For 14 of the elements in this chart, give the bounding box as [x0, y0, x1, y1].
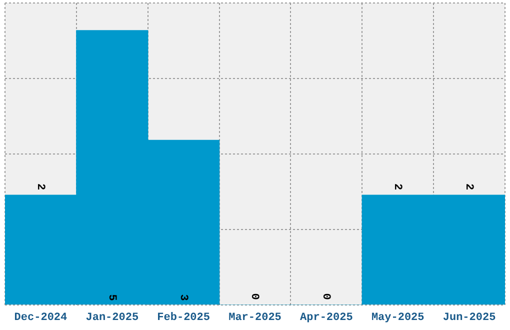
x-tick-label: Apr-2025 [300, 312, 354, 324]
data-label: 0 [248, 293, 260, 300]
x-tick-label: Mar-2025 [228, 312, 282, 324]
x-tick-label: Dec-2024 [14, 312, 68, 324]
x-tick-label: Jan-2025 [86, 312, 139, 324]
data-label: 5 [105, 294, 118, 302]
data-label: 2 [34, 183, 46, 190]
x-tick-label: Feb-2025 [157, 312, 210, 324]
data-label: 0 [320, 293, 332, 300]
data-label: 3 [176, 294, 189, 302]
data-label: 2 [462, 183, 475, 190]
data-label: 2 [391, 183, 404, 190]
x-tick-label: May-2025 [371, 312, 425, 324]
x-tick-label: Jun-2025 [442, 312, 496, 324]
